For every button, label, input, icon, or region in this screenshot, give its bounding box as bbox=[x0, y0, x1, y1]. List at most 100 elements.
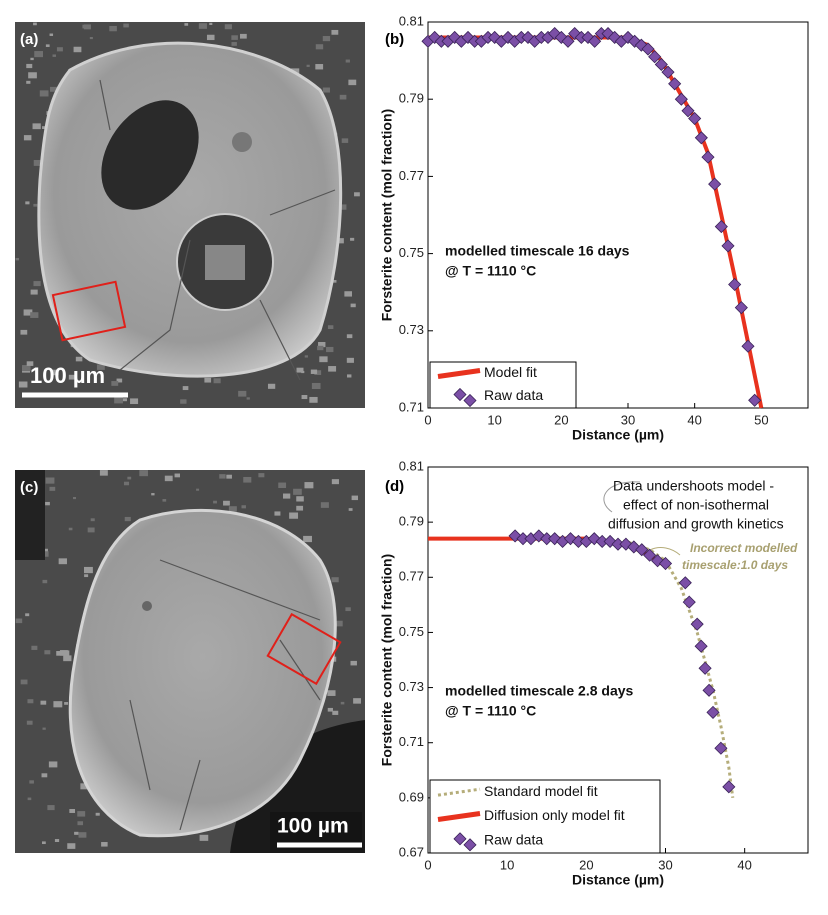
texture bbox=[27, 699, 34, 704]
x-axis-label: Distance (µm) bbox=[572, 872, 664, 888]
texture bbox=[49, 486, 56, 491]
texture bbox=[314, 370, 322, 375]
texture bbox=[213, 378, 221, 384]
callout bbox=[649, 547, 681, 556]
texture bbox=[340, 701, 345, 705]
texture bbox=[322, 36, 331, 42]
data-point bbox=[508, 529, 522, 543]
legend-label: Model fit bbox=[484, 364, 537, 380]
panel-label: (a) bbox=[20, 31, 38, 48]
data-point bbox=[661, 65, 675, 79]
texture bbox=[180, 399, 187, 404]
texture bbox=[18, 381, 28, 388]
texture bbox=[63, 655, 72, 662]
texture bbox=[318, 342, 326, 348]
panel-label: (d) bbox=[385, 478, 404, 495]
texture bbox=[124, 516, 131, 522]
texture bbox=[69, 809, 76, 813]
texture bbox=[240, 33, 247, 39]
x-tick-label: 40 bbox=[737, 857, 751, 872]
texture bbox=[345, 607, 351, 612]
legend-swatch bbox=[437, 787, 481, 797]
data-point bbox=[563, 532, 578, 546]
micrograph-c: 100 µm (c) bbox=[15, 470, 365, 853]
texture bbox=[123, 481, 130, 486]
texture bbox=[320, 502, 329, 508]
texture bbox=[101, 842, 108, 847]
texture bbox=[109, 25, 117, 32]
texture bbox=[26, 361, 34, 366]
data-point bbox=[658, 556, 673, 571]
texture bbox=[56, 47, 63, 52]
texture bbox=[348, 79, 357, 86]
texture bbox=[56, 651, 63, 656]
x-tick-label: 0 bbox=[424, 412, 431, 427]
texture bbox=[44, 650, 51, 655]
texture bbox=[311, 382, 321, 390]
texture bbox=[42, 727, 46, 730]
texture bbox=[296, 496, 304, 502]
texture bbox=[162, 499, 167, 502]
texture bbox=[25, 201, 30, 205]
texture bbox=[354, 192, 360, 197]
texture bbox=[332, 280, 337, 283]
y-tick-label: 0.73 bbox=[399, 322, 424, 337]
texture bbox=[289, 512, 299, 519]
data-point bbox=[690, 617, 704, 631]
data-point bbox=[654, 57, 668, 72]
y-axis-label: Forsterite content (mol fraction) bbox=[379, 109, 395, 321]
texture bbox=[45, 501, 50, 506]
x-axis-label: Distance (µm) bbox=[572, 427, 664, 443]
data-point bbox=[428, 30, 442, 45]
y-tick-label: 0.67 bbox=[399, 844, 424, 859]
texture bbox=[206, 34, 215, 41]
texture bbox=[174, 473, 180, 478]
y-tick-label: 0.69 bbox=[399, 789, 424, 804]
plot-area bbox=[427, 21, 809, 409]
texture bbox=[326, 346, 334, 353]
texture bbox=[274, 511, 281, 516]
annotation: @ T = 1110 °C bbox=[445, 263, 536, 279]
texture bbox=[49, 33, 54, 36]
texture bbox=[23, 135, 32, 141]
texture bbox=[304, 482, 314, 489]
texture bbox=[67, 843, 76, 849]
x-tick-label: 0 bbox=[424, 857, 431, 872]
texture bbox=[226, 474, 232, 479]
texture bbox=[22, 365, 31, 372]
texture bbox=[328, 366, 337, 372]
texture bbox=[322, 87, 330, 93]
texture bbox=[33, 22, 37, 26]
callout bbox=[603, 481, 641, 513]
texture bbox=[77, 821, 84, 826]
texture bbox=[315, 64, 324, 70]
data-point bbox=[714, 741, 728, 755]
data-point bbox=[721, 239, 735, 253]
texture bbox=[296, 505, 304, 511]
data-point bbox=[548, 27, 562, 41]
texture bbox=[278, 482, 287, 488]
texture bbox=[30, 312, 39, 318]
texture bbox=[331, 479, 339, 485]
texture bbox=[353, 698, 361, 704]
x-tick-label: 20 bbox=[554, 412, 568, 427]
data-point bbox=[728, 277, 742, 292]
texture bbox=[130, 398, 139, 405]
texture bbox=[53, 701, 63, 708]
scale-bar-label: 100 µm bbox=[30, 363, 105, 388]
texture bbox=[219, 474, 226, 479]
texture bbox=[74, 831, 79, 835]
texture bbox=[196, 488, 200, 491]
texture bbox=[33, 203, 38, 207]
texture bbox=[73, 46, 82, 53]
texture bbox=[331, 577, 339, 583]
data-point bbox=[694, 131, 708, 145]
texture bbox=[27, 797, 32, 801]
y-tick-label: 0.77 bbox=[399, 168, 424, 183]
texture bbox=[50, 369, 59, 376]
texture bbox=[304, 355, 308, 358]
texture bbox=[41, 773, 48, 778]
y-tick-label: 0.73 bbox=[399, 679, 424, 694]
texture bbox=[83, 24, 91, 30]
texture bbox=[164, 475, 173, 482]
